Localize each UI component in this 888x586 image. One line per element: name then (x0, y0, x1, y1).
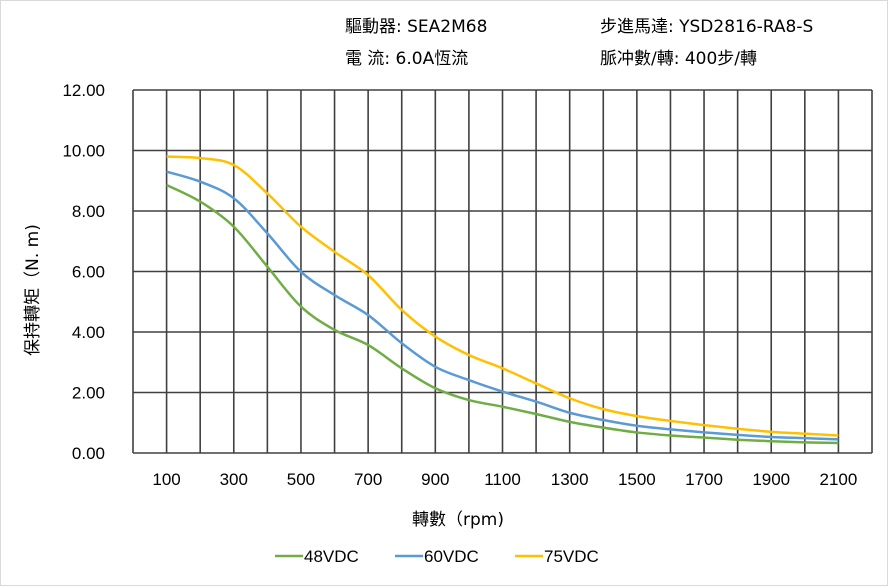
x-tick-label: 1900 (752, 470, 790, 489)
x-tick-label: 300 (220, 470, 248, 489)
motor-info: 步進馬達: YSD2816-RA8-S (600, 17, 814, 37)
y-tick-label: 8.00 (72, 202, 105, 221)
x-tick-label: 700 (354, 470, 382, 489)
current-info: 電 流: 6.0A恆流 (345, 49, 469, 69)
x-axis-label: 轉數（rpm) (412, 510, 504, 530)
y-tick-label: 12.00 (62, 81, 105, 100)
y-tick-label: 4.00 (72, 323, 105, 342)
driver-info: 驅動器: SEA2M68 (345, 17, 488, 37)
x-tick-label: 1100 (484, 470, 521, 489)
series-line-60VDC (166, 170, 839, 441)
x-tick-label: 2100 (819, 470, 857, 489)
y-tick-label: 2.00 (72, 384, 105, 403)
series-line-48VDC (166, 183, 839, 445)
legend-label-75VDC: 75VDC (544, 547, 599, 566)
x-tick-label: 1500 (618, 470, 656, 489)
y-tick-label: 0.00 (72, 444, 105, 463)
y-tick-label: 6.00 (72, 263, 105, 282)
y-axis-label: 保持轉矩（N. m) (23, 224, 43, 356)
series-line-75VDC (166, 155, 839, 437)
x-tick-label: 900 (421, 470, 449, 489)
x-tick-label: 1700 (685, 470, 723, 489)
x-tick-label: 500 (287, 470, 315, 489)
pulse-info: 脈冲數/轉: 400步/轉 (600, 49, 758, 69)
legend-label-60VDC: 60VDC (424, 547, 479, 566)
x-tick-label: 1300 (551, 470, 589, 489)
x-tick-label: 100 (152, 470, 180, 489)
y-tick-label: 10.00 (62, 142, 105, 161)
legend-label-48VDC: 48VDC (304, 547, 359, 566)
